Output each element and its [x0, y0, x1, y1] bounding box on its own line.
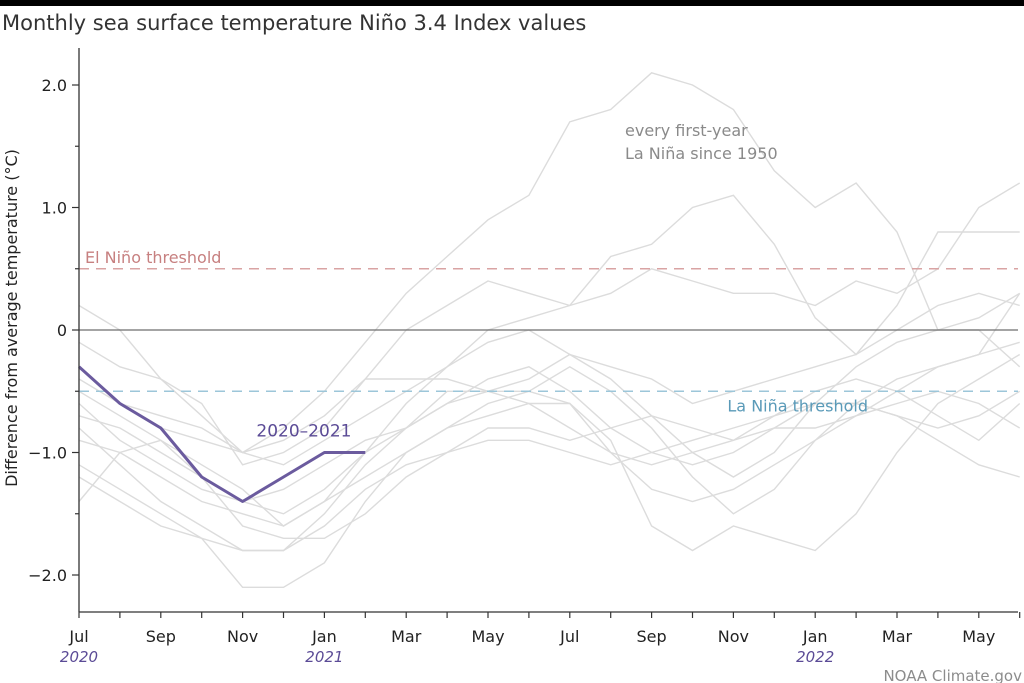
- x-tick-label: Sep: [146, 627, 176, 646]
- x-tick-label: Jul: [68, 627, 88, 646]
- series-line-2020-2021: [77, 365, 366, 503]
- x-tick-label: Jan: [802, 627, 828, 646]
- series-label-2020-2021: 2020–2021: [256, 422, 351, 442]
- y-tick-label: 1.0: [42, 199, 67, 218]
- y-ticks: 2.0 1.0 0 −1.0 −2.0: [28, 76, 79, 585]
- threshold-lines: El Niño threshold La Niña threshold: [79, 248, 1018, 415]
- x-tick-label: Sep: [637, 627, 667, 646]
- x-tick-label: Jan: [311, 627, 337, 646]
- y-axis-label: Difference from average temperature (°C): [2, 149, 21, 487]
- x-tick-label: Jul: [559, 627, 579, 646]
- la-nina-threshold-label: La Niña threshold: [727, 396, 868, 415]
- y-tick-label: −2.0: [28, 566, 67, 585]
- chart-title: Monthly sea surface temperature Niño 3.4…: [2, 11, 586, 35]
- background-series-group: [78, 72, 1021, 588]
- background-series-line: [78, 194, 1020, 466]
- x-tick-label: May: [471, 627, 504, 646]
- y-tick-label: 2.0: [42, 76, 67, 95]
- background-series-line: [78, 390, 1021, 527]
- y-tick-label: −1.0: [28, 444, 67, 463]
- background-series-line: [78, 390, 1021, 552]
- background-series-line: [78, 292, 1021, 539]
- el-nino-threshold-label: El Niño threshold: [85, 248, 221, 267]
- background-series-line: [78, 72, 1021, 454]
- x-tick-label: Nov: [718, 627, 749, 646]
- x-year-label: 2021: [305, 648, 343, 666]
- x-tick-label: Mar: [882, 627, 913, 646]
- background-series-line: [78, 292, 1021, 552]
- x-tick-label: Nov: [227, 627, 258, 646]
- x-tick-label: Mar: [391, 627, 422, 646]
- background-series-line: [78, 182, 1021, 466]
- source-credit: NOAA Climate.gov: [883, 667, 1022, 683]
- main-series-group: 2020–2021: [77, 365, 366, 503]
- background-annotation-line1: every first-year: [625, 121, 748, 140]
- background-series-line: [78, 353, 1021, 588]
- background-series-line: [78, 292, 1020, 527]
- y-tick-label: 0: [57, 321, 67, 340]
- x-tick-label: May: [962, 627, 995, 646]
- background-annotation-line2: La Niña since 1950: [625, 144, 778, 163]
- background-series-line: [78, 378, 1021, 466]
- x-year-label: 2022: [796, 648, 834, 666]
- x-ticks: Jul Sep Nov Jan Mar May Jul Sep Nov Jan Mar May 2020…: [60, 612, 1021, 666]
- x-year-label: 2020: [60, 648, 98, 666]
- top-bar: [0, 0, 1024, 6]
